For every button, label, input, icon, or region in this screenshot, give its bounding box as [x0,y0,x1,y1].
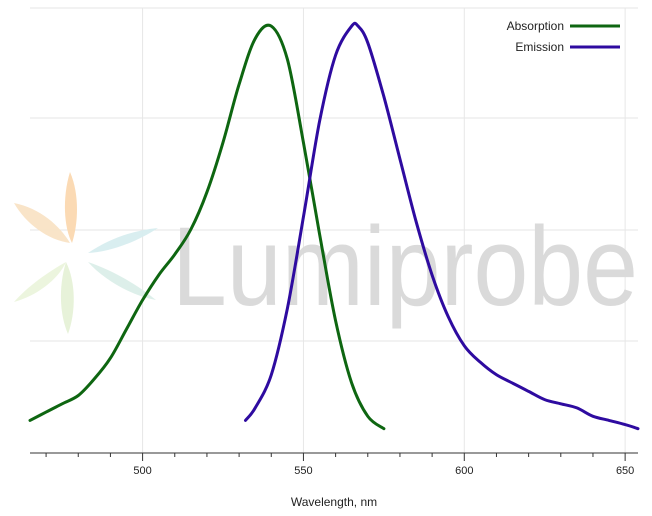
x-tick-label-500: 500 [133,465,151,477]
x-tick-label-550: 550 [294,465,312,477]
x-tick-label-600: 600 [455,465,473,477]
legend-label-emission: Emission [515,40,564,54]
watermark-text: Lumiprobe [172,204,638,329]
x-axis-label: Wavelength, nm [291,495,377,509]
x-tick-label-650: 650 [616,465,634,477]
legend-label-absorption: Absorption [507,19,564,33]
